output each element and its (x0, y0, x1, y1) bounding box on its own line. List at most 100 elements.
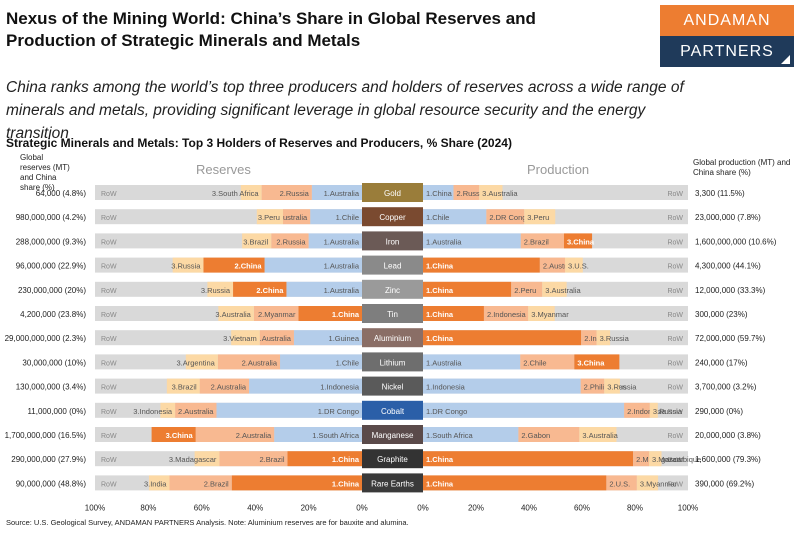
reserves-bar (271, 233, 309, 249)
production-bar-label: 3.Myanmar (531, 310, 569, 319)
reserves-bar-label: 2.Brazil (259, 455, 284, 464)
production-bar-label: 2.Australia (543, 262, 579, 271)
reserves-row-label: RoW (101, 385, 117, 392)
production-bar-label: 3.Mozambique (652, 455, 701, 464)
reserves-bar (242, 233, 272, 249)
reserves-bar (151, 427, 196, 442)
reserves-bar (298, 306, 362, 321)
reserves-row-label: RoW (101, 360, 117, 367)
reserves-bar-label: 3.Brazil (243, 237, 268, 246)
production-column-header: Global production (MT) and China share (… (693, 158, 791, 177)
reserves-column-header: Global reserves (MT) and China share (%) (20, 153, 70, 192)
mineral-image (362, 400, 423, 420)
global-reserves-value: 30,000,000 (10%) (22, 358, 86, 367)
reserves-bar (175, 402, 217, 418)
reserves-bar (264, 257, 362, 273)
reserves-bar (216, 402, 362, 418)
mineral-image (362, 304, 423, 323)
reserves-bar (287, 451, 362, 467)
reserves-bar (310, 209, 362, 225)
mineral-image (362, 207, 423, 227)
reserves-bar (280, 354, 362, 370)
reserves-bar-label: 2.Russia (276, 237, 306, 246)
reserves-bar (256, 209, 283, 225)
global-production-value: 20,000,000 (3.8%) (695, 431, 761, 440)
production-bar (636, 475, 659, 491)
production-bar-label: 2.U.S. (609, 479, 630, 488)
production-bar (542, 281, 567, 297)
reserves-row-label: RoW (101, 312, 117, 319)
reserves-bar (217, 354, 281, 370)
reserves-bar-label: 1.South Africa (312, 431, 360, 440)
mineral-label: Zinc (385, 286, 400, 295)
production-row-label: RoW (667, 239, 683, 246)
chart-title: Strategic Minerals and Metals: Top 3 Hol… (6, 136, 512, 150)
reserves-row-label: RoW (101, 336, 117, 343)
production-bar-label: 2.Indonesia (627, 407, 667, 416)
production-bar (423, 306, 484, 321)
mineral-image (362, 449, 423, 469)
production-bar-label: 2.Indonesia (487, 310, 527, 319)
reserves-row-label: RoW (101, 481, 117, 488)
global-reserves-value: 11,000,000 (0%) (27, 407, 86, 416)
production-section-label: Production (527, 162, 590, 177)
production-bar-label: 1.Australia (426, 237, 462, 246)
production-bar (604, 378, 620, 394)
subtitle: China ranks among the world’s top three … (6, 79, 684, 142)
reserves-row-label: RoW (101, 215, 117, 222)
production-row-label: RoW (667, 360, 683, 367)
mineral-image (362, 279, 423, 299)
mineral-image (362, 255, 423, 275)
reserves-bar (172, 257, 204, 273)
production-bar-label: 1.China (426, 310, 454, 319)
reserves-bar-label: 1.DR Congo (318, 407, 359, 416)
production-bar (539, 257, 566, 273)
reserves-bar (199, 378, 250, 394)
global-reserves-value: 290,000,000 (27.9%) (11, 455, 86, 464)
production-bar-label: 2.Gabon (521, 431, 550, 440)
reserves-bar-label: 2.Australia (211, 383, 247, 392)
reserves-bar-label: 2.Australia (178, 407, 214, 416)
production-bar-label: 2.India (584, 334, 607, 343)
logo-line-1: ANDAMAN (660, 5, 794, 36)
reserves-bar (249, 378, 362, 394)
global-reserves-value: 29,000,000,000 (2.3%) (5, 334, 87, 343)
reserves-bar-label: 2.China (234, 262, 262, 271)
reserves-bar-label: 1.China (332, 479, 360, 488)
reserves-bar (261, 185, 312, 200)
production-bar-label: 1.China (426, 189, 453, 198)
mineral-image (362, 183, 423, 202)
production-bar (511, 281, 543, 297)
reserves-bar (253, 306, 299, 321)
reserves-bar (231, 330, 260, 346)
reserves-bar (274, 427, 362, 442)
reserves-bar (240, 185, 262, 200)
production-bar-label: 1.DR Congo (426, 407, 467, 416)
production-bar (423, 402, 625, 418)
global-production-value: 72,000,000 (59.7%) (695, 334, 766, 343)
reserves-bar (194, 451, 220, 467)
reserves-bar-label: 3.Indonesia (133, 407, 173, 416)
production-bar-label: 3.Myanmar (640, 479, 678, 488)
reserves-bar-label: 2.Australia (236, 431, 272, 440)
production-bar-label: 1.South Africa (426, 431, 474, 440)
production-bar (606, 475, 637, 491)
reserves-bar (259, 330, 294, 346)
production-bar-label: 3.Russia (600, 334, 630, 343)
reserves-bar (166, 378, 200, 394)
production-bar-label: 2.Chile (523, 358, 546, 367)
mineral-label: Lithium (380, 358, 406, 367)
global-production-value: 23,000,000 (7.8%) (695, 213, 761, 222)
production-bar-label: 1.Chile (426, 213, 449, 222)
production-bar-label: 3.Russia (653, 407, 683, 416)
production-bar (423, 427, 519, 442)
reserves-bar-label: 3.Australia (215, 310, 251, 319)
production-row-label: RoW (667, 457, 683, 464)
production-bar (524, 209, 556, 225)
reserves-bar-label: 3.South Africa (212, 189, 260, 198)
logo-line-2: PARTNERS (680, 43, 774, 60)
reserves-row-label: RoW (101, 433, 117, 440)
production-bar-label: 3.China (577, 358, 605, 367)
reserves-bar-label: 2.Australia (255, 334, 291, 343)
